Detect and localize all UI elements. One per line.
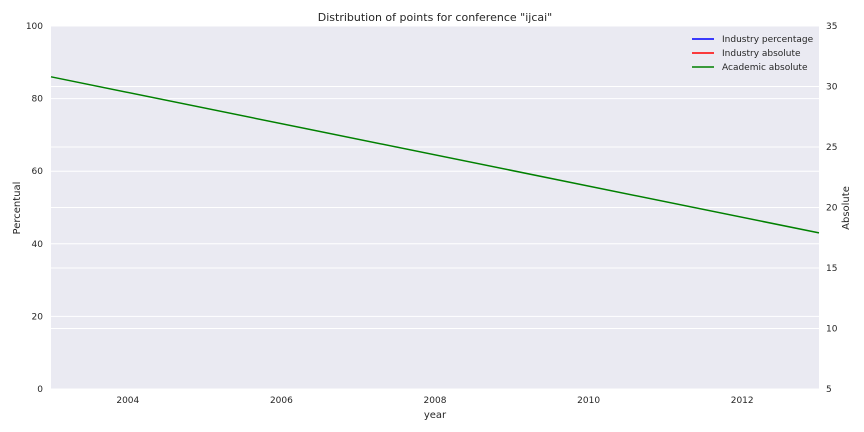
left-tick-label: 100 xyxy=(26,22,43,32)
series-layer xyxy=(50,76,820,234)
right-tick-label: 20 xyxy=(826,204,838,214)
right-tick-label: 5 xyxy=(826,385,832,395)
right-axis-label: Absolute xyxy=(841,186,852,230)
gridlines xyxy=(51,25,819,390)
right-tick-label: 10 xyxy=(826,325,838,335)
legend-label: Industry percentage xyxy=(722,35,814,45)
left-tick-label: 20 xyxy=(32,312,44,322)
left-tick-label: 40 xyxy=(32,240,44,250)
series-line-academic-absolute xyxy=(50,76,820,234)
left-tick-label: 60 xyxy=(32,167,44,177)
left-axis-ticks: 0 20 40 60 80 100 xyxy=(26,22,43,395)
x-tick-label: 2006 xyxy=(270,396,293,406)
left-axis-label: Percentual xyxy=(12,182,23,235)
x-tick-label: 2012 xyxy=(731,396,754,406)
x-tick-label: 2004 xyxy=(116,396,139,406)
x-axis-ticks: 2004 2006 2008 2010 2012 xyxy=(116,396,753,406)
right-tick-label: 30 xyxy=(826,83,838,93)
right-tick-label: 15 xyxy=(826,264,837,274)
legend: Industry percentage Industry absolute Acad… xyxy=(692,35,814,73)
x-axis-label: year xyxy=(424,410,447,421)
legend-label: Industry absolute xyxy=(722,49,801,59)
right-tick-label: 25 xyxy=(826,143,837,153)
x-tick-label: 2010 xyxy=(577,396,600,406)
left-tick-label: 0 xyxy=(37,385,43,395)
chart-title: Distribution of points for conference "i… xyxy=(318,11,552,24)
left-tick-label: 80 xyxy=(32,95,44,105)
legend-label: Academic absolute xyxy=(722,63,808,73)
x-tick-label: 2008 xyxy=(424,396,447,406)
right-axis-ticks: 5 10 15 20 25 30 35 xyxy=(826,22,838,395)
right-tick-label: 35 xyxy=(826,22,837,32)
